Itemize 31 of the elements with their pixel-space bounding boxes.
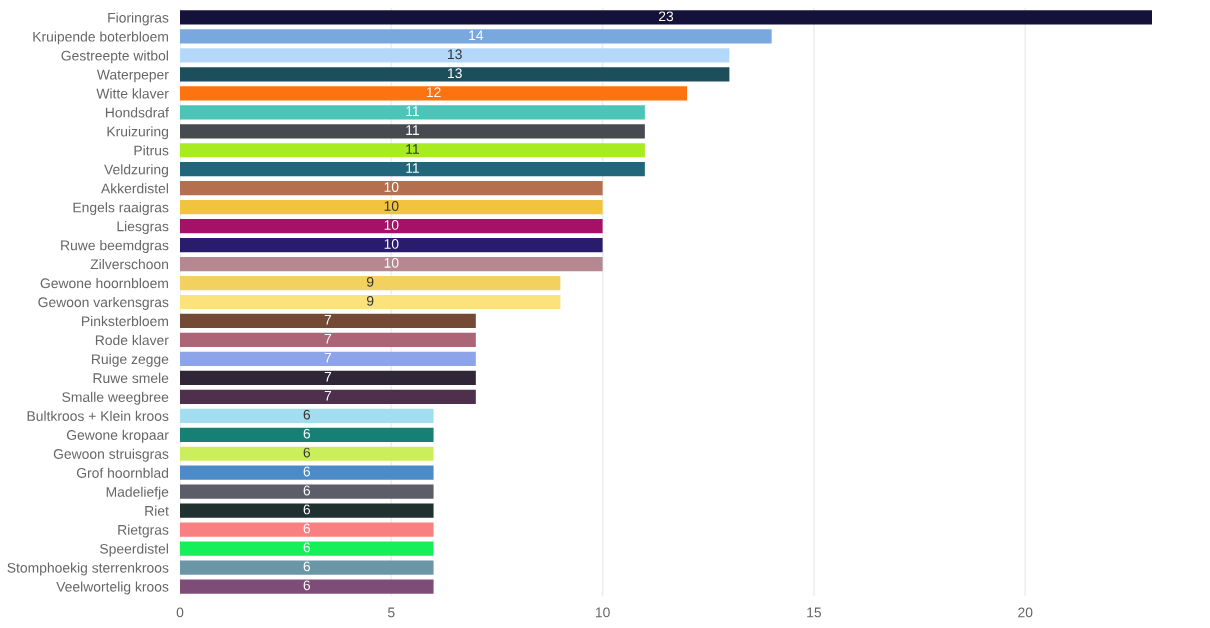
- bar: [180, 446, 434, 461]
- bar: [180, 67, 730, 82]
- bar: [180, 181, 603, 196]
- bar: [180, 579, 434, 594]
- bar: [180, 86, 688, 101]
- bar: [180, 503, 434, 518]
- bar: [180, 29, 772, 44]
- bar: [180, 484, 434, 499]
- bar: [180, 465, 434, 480]
- bar: [180, 370, 476, 385]
- bar: [180, 541, 434, 556]
- bar: [180, 389, 476, 404]
- bar: [180, 408, 434, 423]
- bar: [180, 560, 434, 575]
- bar: [180, 105, 645, 120]
- bar: [180, 237, 603, 253]
- bar: [180, 10, 1152, 25]
- bar: [180, 200, 603, 215]
- bar: [180, 427, 434, 442]
- bar: [180, 294, 561, 310]
- bar: [180, 313, 476, 329]
- bar: [180, 256, 603, 272]
- bar: [180, 124, 645, 139]
- bar: [180, 219, 603, 234]
- bar: [180, 332, 476, 348]
- bar: [180, 351, 476, 367]
- bar: [180, 522, 434, 537]
- bar: [180, 162, 645, 177]
- bar: [180, 275, 561, 291]
- bar: [180, 143, 645, 158]
- bar: [180, 48, 730, 63]
